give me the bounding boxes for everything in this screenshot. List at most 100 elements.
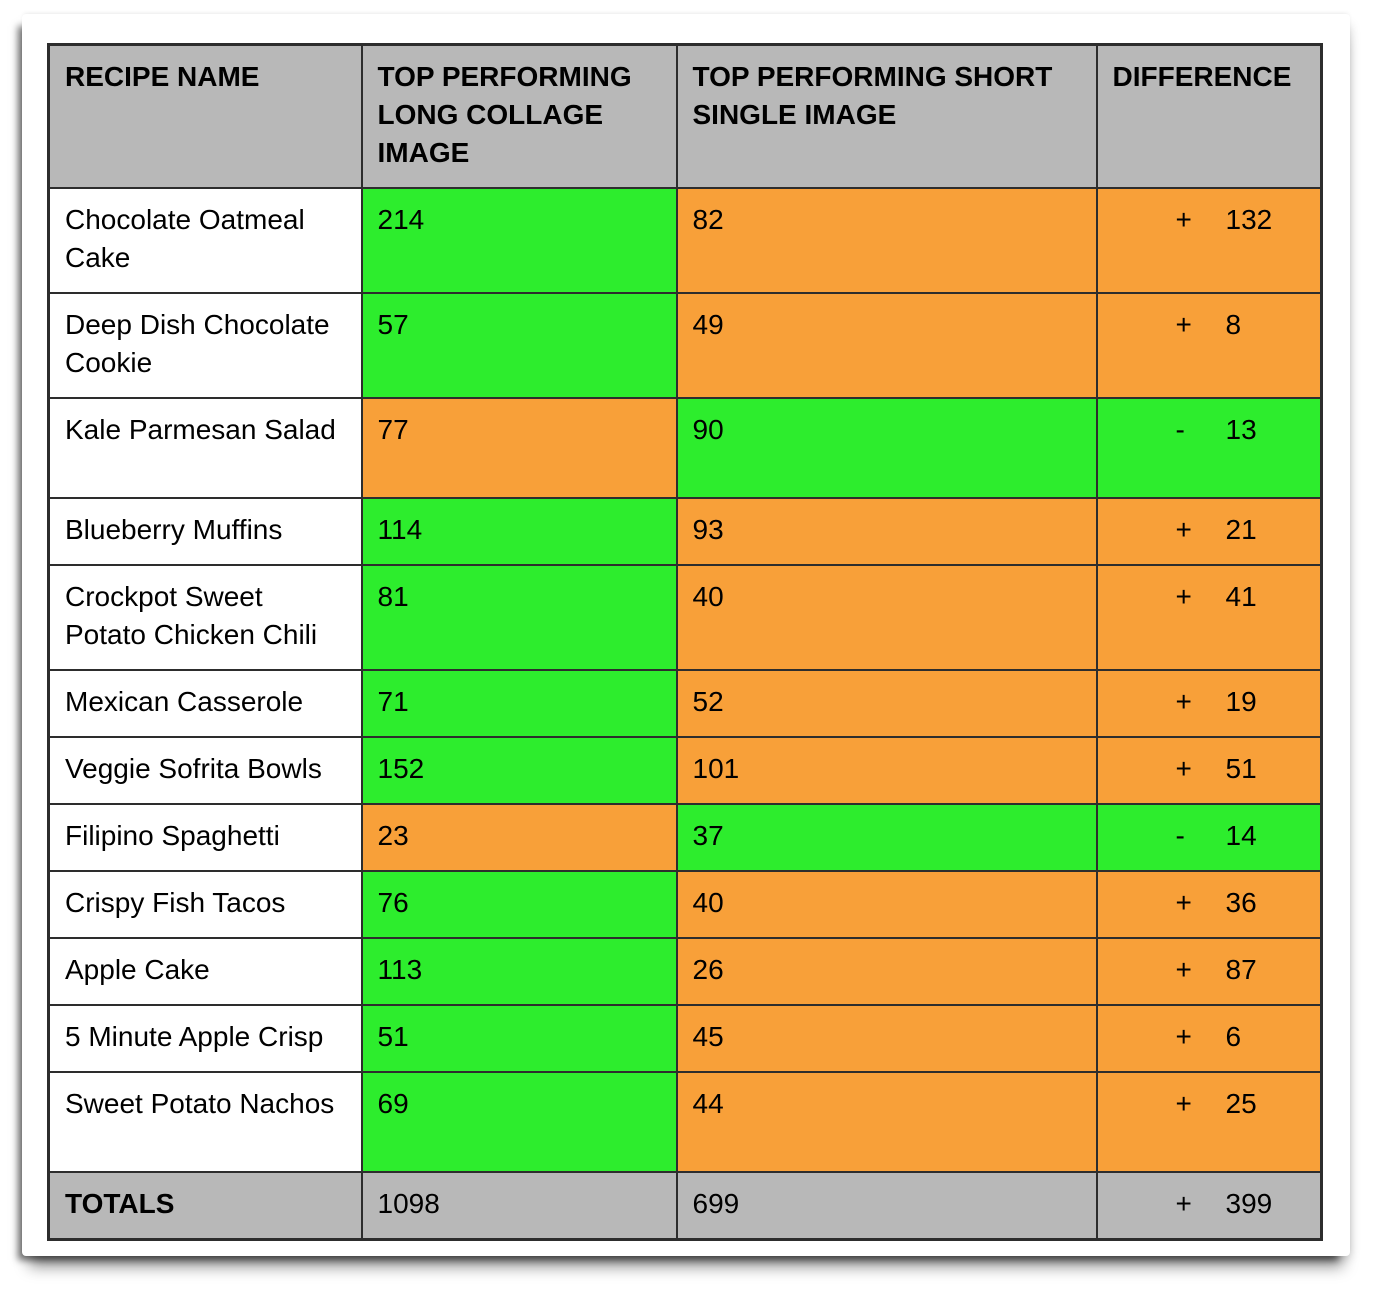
- difference-cell: - 14: [1095, 803, 1323, 872]
- recipe-name-cell: 5 Minute Apple Crisp: [47, 1004, 363, 1073]
- recipe-name-cell: Blueberry Muffins: [47, 497, 363, 566]
- recipe-name-cell: Deep Dish Chocolate Cookie: [47, 292, 363, 399]
- table-row: 5 Minute Apple Crisp 51 45 +6: [47, 1004, 1323, 1073]
- difference-cell: +6: [1095, 1004, 1323, 1073]
- difference-cell: +132: [1095, 187, 1323, 294]
- difference-value: 8: [1225, 309, 1242, 340]
- totals-label-cell: TOTALS: [47, 1171, 363, 1241]
- difference-sign: -: [1175, 414, 1185, 445]
- column-header-difference: DIFFERENCE: [1095, 43, 1323, 189]
- difference-value: 51: [1225, 753, 1257, 784]
- difference-value: 132: [1225, 204, 1273, 235]
- difference-value: 399: [1225, 1188, 1273, 1219]
- recipe-name-cell: Sweet Potato Nachos: [47, 1071, 363, 1173]
- short-single-value-cell: 26: [675, 937, 1098, 1006]
- difference-sign: +: [1175, 1188, 1192, 1219]
- recipe-name-cell: Crispy Fish Tacos: [47, 870, 363, 939]
- long-collage-value-cell: 57: [360, 292, 678, 399]
- table-row: Veggie Sofrita Bowls 152 101 +51: [47, 736, 1323, 805]
- difference-cell: +87: [1095, 937, 1323, 1006]
- difference-cell: +8: [1095, 292, 1323, 399]
- difference-value: 14: [1225, 820, 1257, 851]
- difference-sign: +: [1175, 686, 1192, 717]
- long-collage-value-cell: 114: [360, 497, 678, 566]
- difference-sign: +: [1175, 581, 1192, 612]
- difference-value: 41: [1225, 581, 1257, 612]
- difference-cell: +19: [1095, 669, 1323, 738]
- long-collage-value-cell: 152: [360, 736, 678, 805]
- long-collage-value-cell: 81: [360, 564, 678, 671]
- totals-long-collage-cell: 1098: [360, 1171, 678, 1241]
- short-single-value-cell: 49: [675, 292, 1098, 399]
- difference-sign: +: [1175, 1088, 1192, 1119]
- short-single-value-cell: 40: [675, 564, 1098, 671]
- recipe-performance-table: RECIPE NAME TOP PERFORMING LONG COLLAGE …: [47, 43, 1323, 1241]
- difference-cell: +41: [1095, 564, 1323, 671]
- table-body: Chocolate Oatmeal Cake 214 82 +132 Deep …: [47, 187, 1323, 1241]
- difference-cell: +36: [1095, 870, 1323, 939]
- screenshot-card: RECIPE NAME TOP PERFORMING LONG COLLAGE …: [22, 14, 1350, 1256]
- totals-difference-cell: +399: [1095, 1171, 1323, 1241]
- difference-value: 6: [1225, 1021, 1242, 1052]
- long-collage-value-cell: 76: [360, 870, 678, 939]
- short-single-value-cell: 90: [675, 397, 1098, 499]
- table-row: Kale Parmesan Salad 77 90 - 13: [47, 397, 1323, 499]
- long-collage-value-cell: 71: [360, 669, 678, 738]
- difference-value: 13: [1225, 414, 1257, 445]
- difference-value: 21: [1225, 514, 1257, 545]
- short-single-value-cell: 40: [675, 870, 1098, 939]
- recipe-name-cell: Filipino Spaghetti: [47, 803, 363, 872]
- difference-sign: +: [1175, 1021, 1192, 1052]
- recipe-name-cell: Mexican Casserole: [47, 669, 363, 738]
- difference-cell: +21: [1095, 497, 1323, 566]
- short-single-value-cell: 52: [675, 669, 1098, 738]
- totals-short-single-cell: 699: [675, 1171, 1098, 1241]
- table-row: Chocolate Oatmeal Cake 214 82 +132: [47, 187, 1323, 294]
- long-collage-value-cell: 23: [360, 803, 678, 872]
- difference-sign: -: [1175, 820, 1185, 851]
- difference-sign: +: [1175, 887, 1192, 918]
- long-collage-value-cell: 69: [360, 1071, 678, 1173]
- short-single-value-cell: 37: [675, 803, 1098, 872]
- difference-cell: - 13: [1095, 397, 1323, 499]
- recipe-name-cell: Apple Cake: [47, 937, 363, 1006]
- header-row: RECIPE NAME TOP PERFORMING LONG COLLAGE …: [47, 43, 1323, 189]
- long-collage-value-cell: 51: [360, 1004, 678, 1073]
- difference-sign: +: [1175, 954, 1192, 985]
- recipe-name-cell: Crockpot Sweet Potato Chicken Chili: [47, 564, 363, 671]
- recipe-name-cell: Veggie Sofrita Bowls: [47, 736, 363, 805]
- table-row: Blueberry Muffins 114 93 +21: [47, 497, 1323, 566]
- short-single-value-cell: 101: [675, 736, 1098, 805]
- difference-value: 19: [1225, 686, 1257, 717]
- difference-sign: +: [1175, 309, 1192, 340]
- difference-value: 87: [1225, 954, 1257, 985]
- difference-value: 25: [1225, 1088, 1257, 1119]
- table-row: Apple Cake 113 26 +87: [47, 937, 1323, 1006]
- difference-cell: +51: [1095, 736, 1323, 805]
- totals-row: TOTALS 1098 699 +399: [47, 1171, 1323, 1241]
- short-single-value-cell: 82: [675, 187, 1098, 294]
- difference-sign: +: [1175, 753, 1192, 784]
- short-single-value-cell: 44: [675, 1071, 1098, 1173]
- recipe-name-cell: Chocolate Oatmeal Cake: [47, 187, 363, 294]
- table-row: Mexican Casserole 71 52 +19: [47, 669, 1323, 738]
- short-single-value-cell: 45: [675, 1004, 1098, 1073]
- long-collage-value-cell: 214: [360, 187, 678, 294]
- difference-cell: +25: [1095, 1071, 1323, 1173]
- recipe-name-cell: Kale Parmesan Salad: [47, 397, 363, 499]
- long-collage-value-cell: 113: [360, 937, 678, 1006]
- short-single-value-cell: 93: [675, 497, 1098, 566]
- table-row: Deep Dish Chocolate Cookie 57 49 +8: [47, 292, 1323, 399]
- table-row: Crockpot Sweet Potato Chicken Chili 81 4…: [47, 564, 1323, 671]
- column-header-short-single: TOP PERFORMING SHORT SINGLE IMAGE: [675, 43, 1098, 189]
- long-collage-value-cell: 77: [360, 397, 678, 499]
- difference-value: 36: [1225, 887, 1257, 918]
- difference-sign: +: [1175, 204, 1192, 235]
- column-header-long-collage: TOP PERFORMING LONG COLLAGE IMAGE: [360, 43, 678, 189]
- table-header: RECIPE NAME TOP PERFORMING LONG COLLAGE …: [47, 43, 1323, 189]
- table-row: Filipino Spaghetti 23 37 - 14: [47, 803, 1323, 872]
- table-row: Crispy Fish Tacos 76 40 +36: [47, 870, 1323, 939]
- difference-sign: +: [1175, 514, 1192, 545]
- column-header-recipe-name: RECIPE NAME: [47, 43, 363, 189]
